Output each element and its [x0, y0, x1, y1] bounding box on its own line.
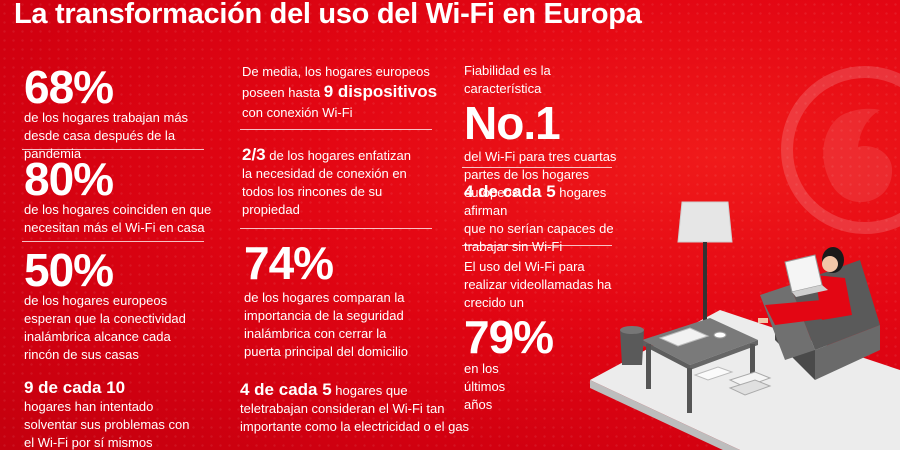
stat-text-1: hogares afirman	[464, 185, 607, 218]
stat-block-9-de-10: 9 de cada 10 hogares han intentado solve…	[24, 378, 200, 450]
laptop-icon	[784, 254, 828, 297]
stat-text: de los hogares coinciden en que necesita…	[24, 202, 212, 235]
devices-highlight: 9 dispositivos	[323, 82, 438, 101]
devices-post: con conexión Wi-Fi	[242, 105, 353, 120]
stat-value: 80%	[24, 153, 114, 205]
reliability-block: Fiabilidad es la característica No.1 del…	[464, 62, 629, 202]
stat-text-2: que no serían capaces de trabajar sin Wi…	[464, 221, 614, 254]
stat-text: de los hogares enfatizan la necesidad de…	[242, 148, 411, 217]
video-pre: El uso del Wi-Fi para realizar videollam…	[464, 259, 612, 310]
waste-bin-icon	[620, 326, 644, 365]
video-post: en los últimos años	[464, 361, 506, 412]
coffee-table-icon	[642, 318, 758, 413]
divider	[240, 228, 432, 229]
stat-value: 9 de cada 10	[24, 378, 126, 397]
stat-value: 4 de cada 5	[464, 182, 556, 201]
work-block: 4 de cada 5 hogares afirman que no sería…	[464, 183, 624, 256]
devices-block: De media, los hogares europeos poseen ha…	[242, 62, 442, 123]
divider	[462, 245, 612, 246]
video-block: El uso del Wi-Fi para realizar videollam…	[464, 258, 629, 414]
home-office-illustration	[590, 201, 900, 450]
stat-block-50: 50% de los hogares europeos esperan que …	[24, 247, 200, 364]
stat-text-2: teletrabajan consideran el Wi-Fi tan imp…	[240, 401, 470, 434]
stat-value: 4 de cada 5	[240, 380, 332, 399]
stat-block-80: 80% de los hogares coinciden en que nece…	[24, 156, 214, 237]
stat-value: 68%	[24, 61, 114, 113]
divider	[22, 149, 204, 150]
page-title: La transformación del uso del Wi-Fi en E…	[14, 0, 642, 30]
stat-text: de los hogares europeos esperan que la c…	[24, 293, 186, 362]
devices-pre: De media, los hogares europeos poseen ha…	[242, 64, 430, 100]
divider	[462, 167, 612, 168]
books-icon	[693, 366, 772, 396]
stat-value: 2/3	[242, 145, 266, 164]
stat-text: de los hogares comparan la importancia d…	[244, 290, 409, 359]
security-block: 74% de los hogares comparan la importanc…	[244, 240, 422, 361]
divider	[22, 241, 204, 242]
stat-value: 79%	[464, 311, 554, 363]
stat-value: 50%	[24, 244, 114, 296]
vodafone-logo-icon	[781, 66, 900, 234]
reliability-pre: Fiabilidad es la característica	[464, 63, 551, 96]
connection-block: 2/3 de los hogares enfatizan la necesida…	[242, 146, 417, 219]
person-icon	[758, 247, 852, 325]
stat-text: hogares han intentado solventar sus prob…	[24, 399, 190, 450]
reliability-post: del Wi-Fi para tres cuartas partes de lo…	[464, 149, 617, 200]
divider	[240, 129, 432, 130]
telework-block: 4 de cada 5 hogares que teletrabajan con…	[240, 381, 510, 436]
stat-value: 74%	[244, 237, 334, 289]
stat-value: No.1	[464, 97, 561, 149]
stat-text-1: hogares que	[335, 383, 408, 398]
